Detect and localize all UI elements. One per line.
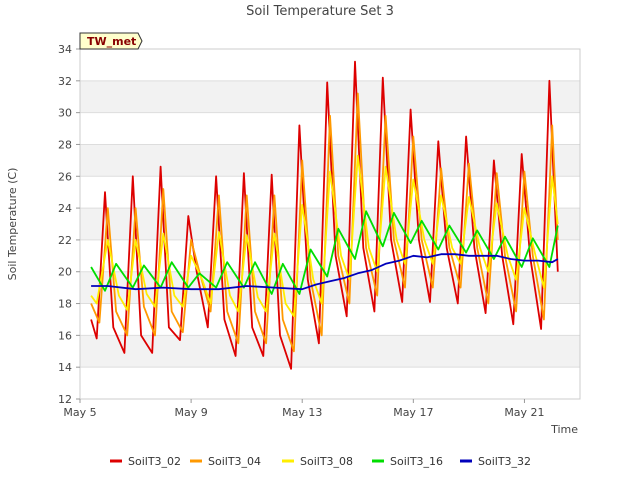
series-line-soilt3_08 xyxy=(90,154,559,318)
x-tick-label: May 9 xyxy=(174,406,207,419)
grid-band xyxy=(80,335,580,368)
y-tick-label: 12 xyxy=(58,393,72,406)
y-axis: 12 14 16 18 20 22 24 26 28 30 32 34 xyxy=(58,43,80,406)
site-label-box: TW_met xyxy=(79,32,143,50)
y-tick-label: 20 xyxy=(58,266,72,279)
grid-band xyxy=(80,367,580,399)
x-tick-label: May 5 xyxy=(63,406,96,419)
y-tick-label: 22 xyxy=(58,234,72,247)
y-tick-label: 34 xyxy=(58,43,72,56)
series-line-soilt3_02 xyxy=(90,60,559,370)
y-tick-label: 26 xyxy=(58,170,72,183)
x-tick-label: May 17 xyxy=(393,406,433,419)
series-line-soilt3_32 xyxy=(91,253,559,291)
x-tick-label: May 13 xyxy=(282,406,322,419)
y-tick-label: 32 xyxy=(58,75,72,88)
grid-band xyxy=(80,303,580,336)
y-axis-label: Soil Temperature (C) xyxy=(6,168,19,281)
legend-label: SoilT3_04 xyxy=(208,455,261,468)
grid-band xyxy=(80,208,580,240)
y-tick-label: 14 xyxy=(58,361,72,374)
chart-title: Soil Temperature Set 3 xyxy=(246,4,394,19)
legend-label: SoilT3_08 xyxy=(300,455,353,468)
legend-label: SoilT3_16 xyxy=(390,455,443,468)
y-tick-label: 24 xyxy=(58,202,72,215)
grid-band xyxy=(80,80,580,113)
legend: SoilT3_02 SoilT3_04 SoilT3_08 SoilT3_16 Soil… xyxy=(110,455,531,468)
legend-label: SoilT3_02 xyxy=(128,455,181,468)
x-tick-label: May 21 xyxy=(504,406,544,419)
y-tick-label: 28 xyxy=(58,138,72,151)
site-label: TW_met xyxy=(87,35,136,48)
x-axis: May 5 May 9 May 13 May 17 May 21 xyxy=(63,399,545,419)
y-tick-label: 30 xyxy=(58,107,72,120)
series-line-soilt3_16 xyxy=(90,210,559,295)
plot-frame xyxy=(79,48,581,400)
x-axis-label: Time xyxy=(550,423,578,436)
series-lines xyxy=(90,60,559,370)
y-tick-label: 18 xyxy=(58,298,72,311)
grid-band xyxy=(80,49,580,81)
y-tick-label: 16 xyxy=(58,329,72,342)
grid-bands xyxy=(80,48,580,400)
legend-label: SoilT3_32 xyxy=(478,455,531,468)
